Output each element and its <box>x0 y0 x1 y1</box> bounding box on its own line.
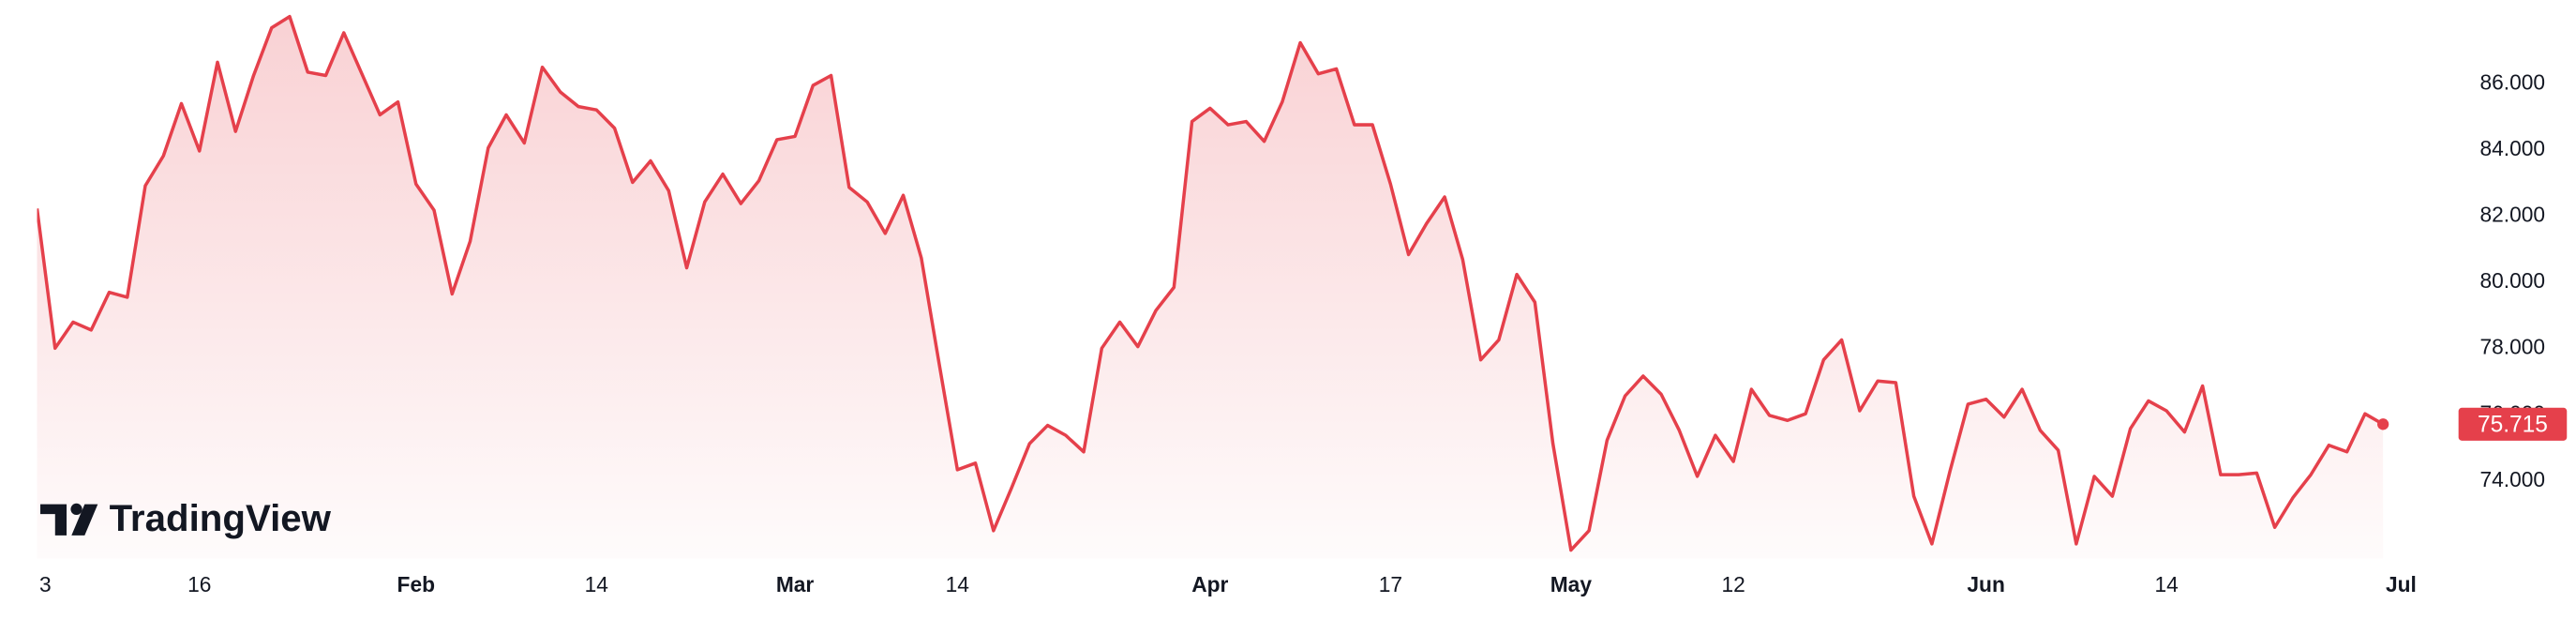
x-tick-label: May <box>1550 572 1593 596</box>
logo-icon <box>40 504 67 536</box>
price-line <box>37 14 2385 552</box>
price-label-bg <box>2458 407 2568 441</box>
last-point <box>2377 418 2389 430</box>
x-tick-label: 3 <box>39 572 52 596</box>
price-label: 75.715 <box>2478 413 2548 438</box>
x-tick-label: Jun <box>1967 572 2004 596</box>
y-tick-label: 78.000 <box>2479 335 2545 359</box>
x-tick-label: 14 <box>946 572 969 596</box>
x-tick-label: Feb <box>397 572 435 596</box>
logo: TradingView <box>40 497 332 539</box>
y-tick-label: 84.000 <box>2479 136 2545 160</box>
plot-area <box>37 14 2385 559</box>
x-tick-label: Jul <box>2386 572 2417 596</box>
y-tick-label: 86.000 <box>2479 69 2545 94</box>
x-tick-label: 12 <box>1721 572 1745 596</box>
logo-icon <box>71 504 98 536</box>
x-tick-label: 14 <box>585 572 608 596</box>
x-tick-label: 14 <box>2154 572 2178 596</box>
y-tick-label: 82.000 <box>2479 202 2545 226</box>
y-tick-label: 74.000 <box>2479 467 2545 491</box>
x-tick-label: 16 <box>187 572 211 596</box>
x-tick-label: Apr <box>1191 572 1228 596</box>
logo-icon <box>70 503 82 516</box>
x-tick-label: Mar <box>776 572 815 596</box>
x-tick-label: 17 <box>1379 572 1402 596</box>
area-fill <box>37 16 2384 559</box>
y-tick-label: 80.000 <box>2479 268 2545 293</box>
watermark: TradingView <box>110 497 332 539</box>
